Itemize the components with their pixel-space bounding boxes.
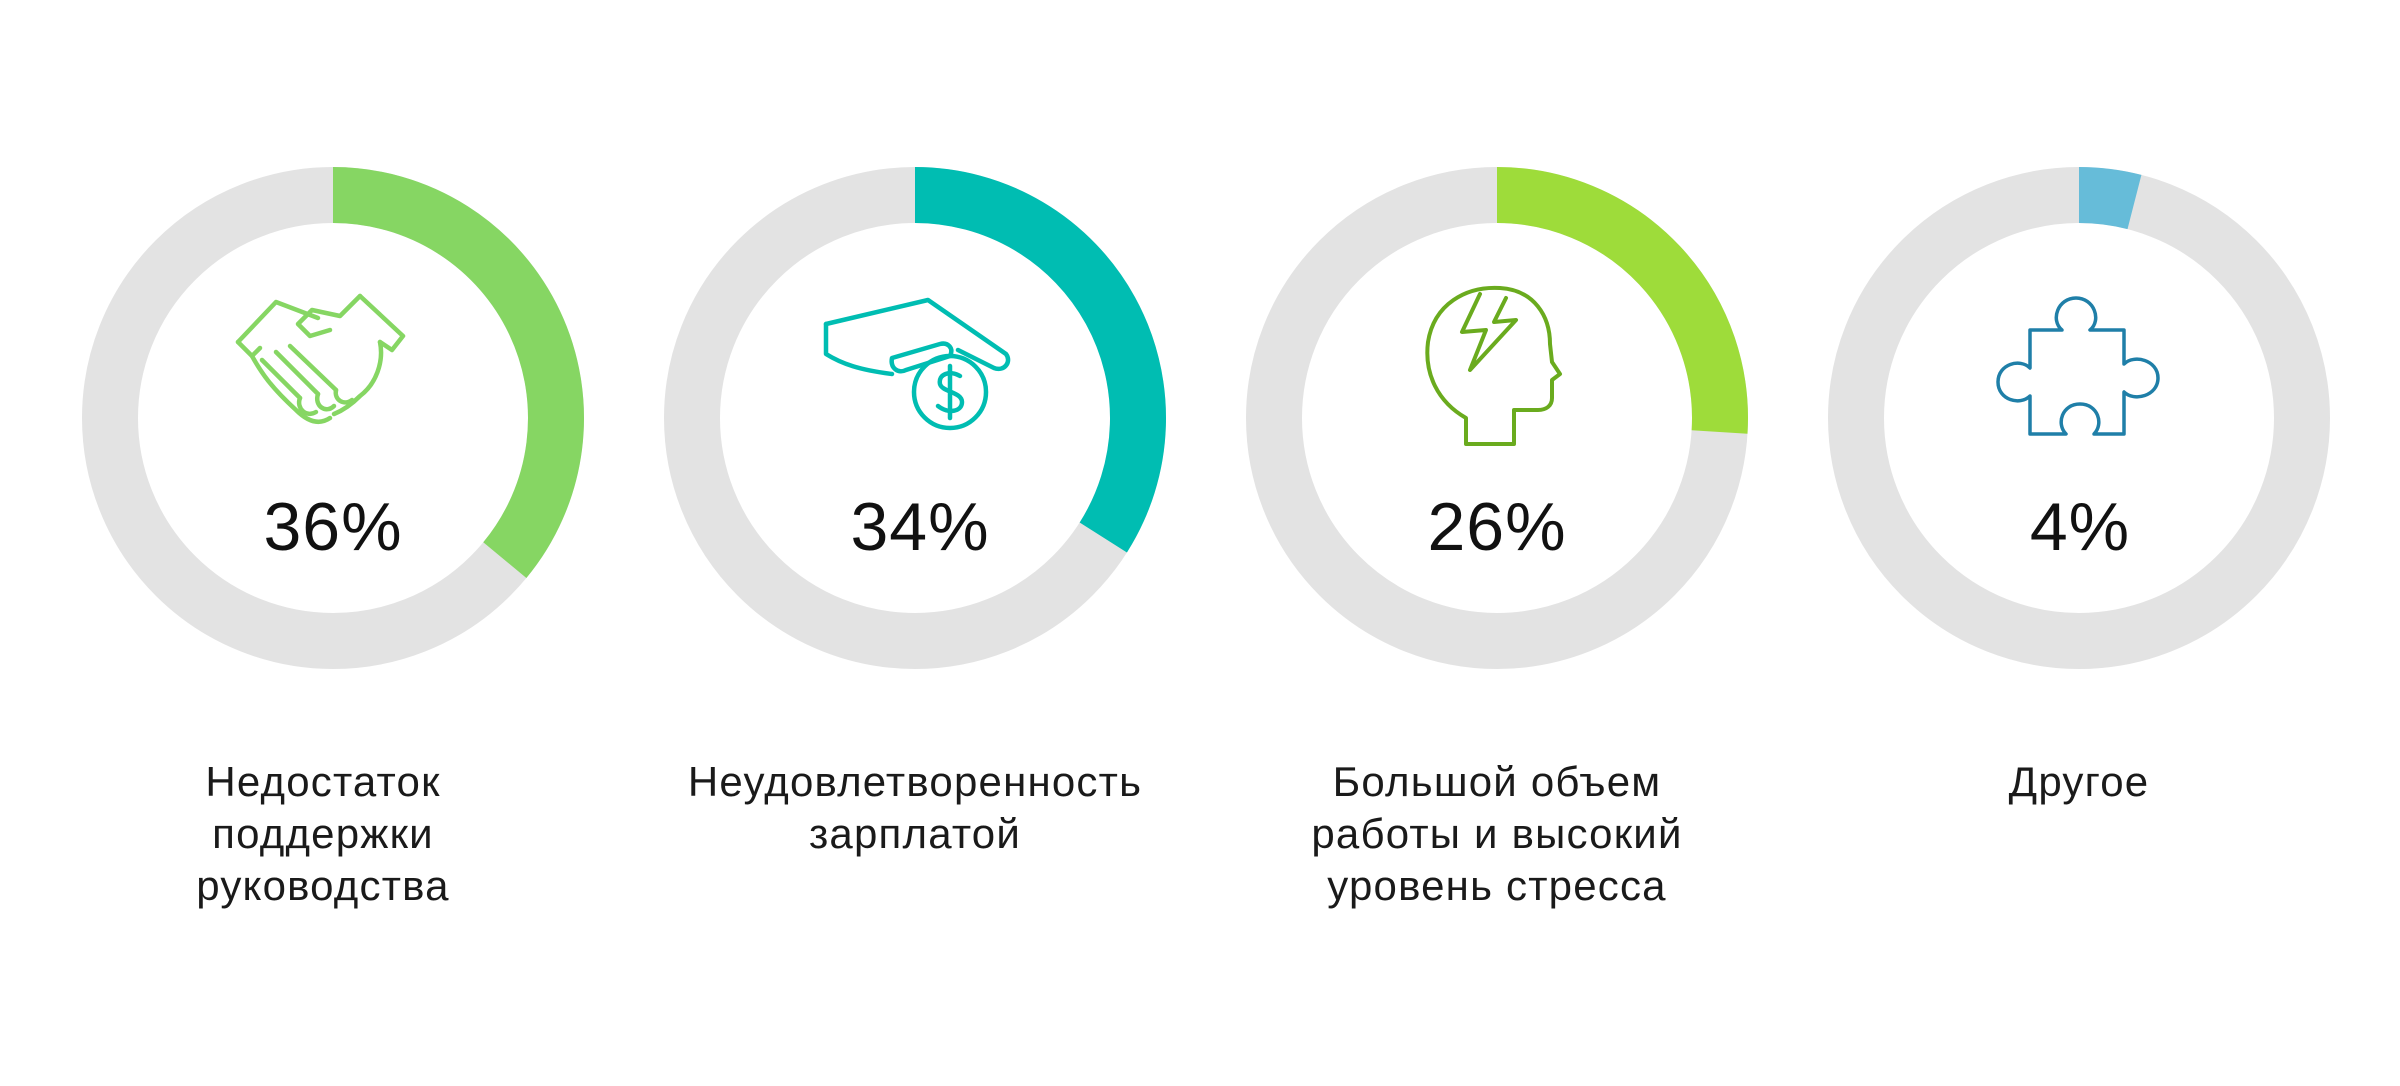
category-label-3: Большой объем работы и высокий уровень с… — [1311, 758, 1683, 909]
donut-percentage-3: 26% — [1427, 489, 1566, 565]
donut-arc-1 — [332, 167, 584, 578]
puzzle-icon — [1996, 296, 2160, 436]
category-label-4: Другое — [2008, 758, 2150, 805]
hand-with-coin-icon — [823, 297, 1011, 431]
donut-group-1: 36% — [82, 167, 584, 669]
donut-group-4: 4% — [1828, 167, 2330, 669]
handshake-icon — [235, 293, 406, 424]
head-lightning-icon — [1425, 285, 1562, 446]
donut-arc-2 — [914, 167, 1166, 553]
category-label-1: Недостаток поддержки руководства — [196, 758, 450, 909]
donut-percentage-4: 4% — [2030, 489, 2130, 565]
donut-group-2: 34% — [664, 167, 1166, 669]
donut-arc-4 — [2078, 167, 2142, 230]
category-label-2: Неудовлетворенность зарплатой — [687, 758, 1143, 857]
donut-percentage-1: 36% — [263, 489, 402, 565]
donut-arc-3 — [1496, 167, 1748, 434]
donut-group-3: 26% — [1246, 167, 1748, 669]
donut-percentage-2: 34% — [850, 489, 989, 565]
donut-track-4 — [1828, 167, 2330, 669]
